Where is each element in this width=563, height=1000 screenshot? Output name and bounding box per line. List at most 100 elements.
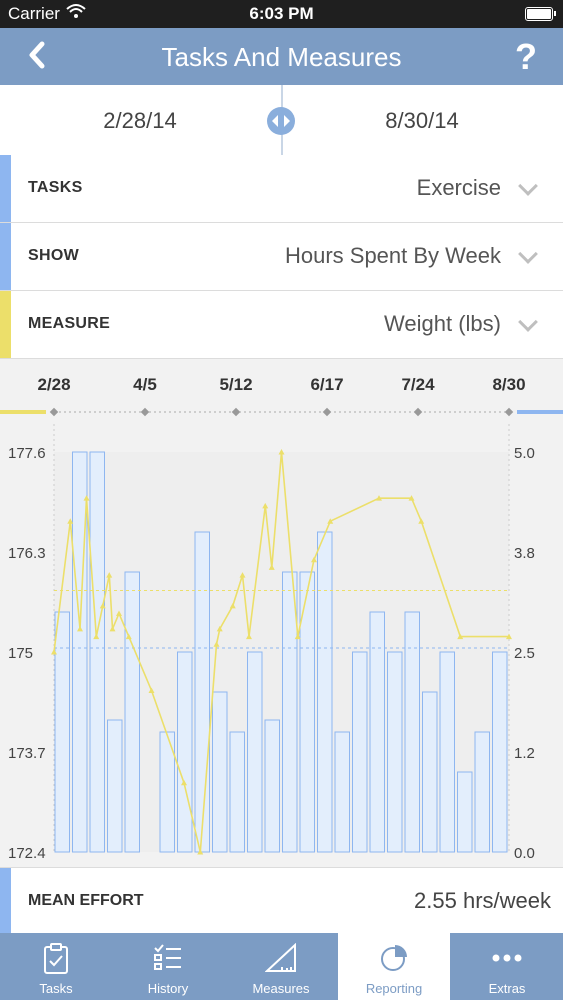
nav-bar: Tasks And Measures ? [0,28,563,85]
tab-label: Tasks [39,981,73,996]
chevron-down-icon[interactable] [518,176,538,196]
more-dots-icon [490,943,524,978]
measure-point [294,633,301,640]
measure-point [216,625,223,632]
date-tick-marker [413,407,423,417]
end-date[interactable]: 8/30/14 [385,108,459,133]
measure-point [181,779,187,786]
clipboard-check-icon [43,943,69,980]
measure-point [213,641,220,647]
measure-point [418,518,425,524]
show-value[interactable]: Hours Spent By Week [284,243,501,268]
measure-point [67,518,74,524]
measure-point [239,572,246,578]
help-button[interactable]: ? [515,36,537,77]
pie-chart-icon [379,943,409,978]
effort-bar [247,651,263,853]
status-bar: Carrier 6:03 PM [0,0,563,28]
tab-tasks[interactable]: Tasks [0,933,112,1000]
measure-point [106,572,113,578]
effort-bar [492,651,508,853]
show-label: SHOW [28,247,79,264]
date-tick: 2/28 [37,375,71,394]
tab-label: Extras [488,981,526,996]
show-selector-row[interactable]: SHOW Hours Spent By Week [0,223,563,291]
tasks-selector-row[interactable]: TASKS Exercise [0,155,563,223]
date-tick: 4/5 [133,375,157,394]
tasks-color-bar [0,155,11,222]
left-axis-tick-label: 176.3 [8,545,46,562]
mean-effort-row: MEAN EFFORT 2.55 hrs/week [0,867,563,934]
effort-bar [439,651,455,853]
left-axis-tick-label: 173.7 [8,745,46,762]
measure-point [109,625,116,632]
chevron-down-icon[interactable] [518,244,538,264]
right-axis-tick-label: 1.2 [514,745,535,762]
measure-point [51,649,57,655]
effort-bar [369,611,385,853]
measure-point [246,633,252,640]
effort-bar [194,531,210,853]
tab-measures[interactable]: Measures [225,933,337,1000]
measure-point [376,495,382,501]
effort-bar [124,571,140,853]
measure-label: MEASURE [28,315,111,332]
right-axis-tick-label: 3.8 [514,545,535,562]
show-color-bar [0,223,11,290]
tasks-value[interactable]: Exercise [416,175,501,200]
measure-point [116,610,122,617]
start-date[interactable]: 2/28/14 [103,108,177,133]
measure-point [99,602,106,609]
effort-bar [177,651,193,853]
measure-point [311,556,317,563]
measure-value[interactable]: Weight (lbs) [384,311,501,336]
effort-bar [212,691,228,853]
range-slider-handle-icon[interactable] [267,107,295,135]
tab-reporting[interactable]: Reporting [338,933,450,1000]
date-tick-marker [140,407,150,417]
left-axis-tick-label: 177.6 [8,445,46,462]
effort-bar [229,731,245,853]
effort-bar [282,571,298,853]
back-chevron-icon[interactable] [24,40,54,70]
left-axis-tick-label: 175 [8,645,33,662]
measure-point [125,633,132,640]
effort-bar [352,651,368,853]
tasks-label: TASKS [28,179,83,196]
measure-selector-row[interactable]: MEASURE Weight (lbs) [0,291,563,359]
wifi-icon [66,3,86,24]
measure-point [268,564,275,570]
mean-color-bar [0,868,11,934]
measure-point [148,687,155,693]
measure-point [83,495,90,501]
effort-bar [107,719,123,853]
effort-bar [299,571,315,853]
tab-label: Measures [252,981,310,996]
date-tick: 6/17 [310,375,344,394]
right-axis-tick-label: 2.5 [514,645,535,662]
measure-point [229,602,236,609]
date-tick: 7/24 [401,375,435,394]
date-tick-marker [231,407,241,417]
measure-point [197,849,204,855]
effort-bar [404,611,420,853]
tab-label: History [147,981,189,996]
ruler-triangle-icon [264,942,297,978]
battery-icon [525,7,556,21]
effort-bar [334,731,350,853]
checklist-icon [153,943,183,978]
effort-bar [89,451,105,853]
effort-measure-chart: 177.6 176.3 175 173.7 172.4 5.0 3.8 2.5 1.2 0.0 [0,404,563,866]
effort-bar [387,651,403,853]
tab-extras[interactable]: Extras [451,933,563,1000]
measure-point [457,633,464,640]
date-tick: 5/12 [219,375,253,394]
tab-history[interactable]: History [112,933,224,1000]
effort-bar [457,771,473,853]
date-tick-marker [504,407,514,417]
chevron-down-icon[interactable] [518,312,538,332]
right-axis-tick-label: 0.0 [514,845,535,862]
effort-bar [317,531,333,853]
page-title: Tasks And Measures [161,42,402,72]
measure-color-bar [0,291,11,358]
